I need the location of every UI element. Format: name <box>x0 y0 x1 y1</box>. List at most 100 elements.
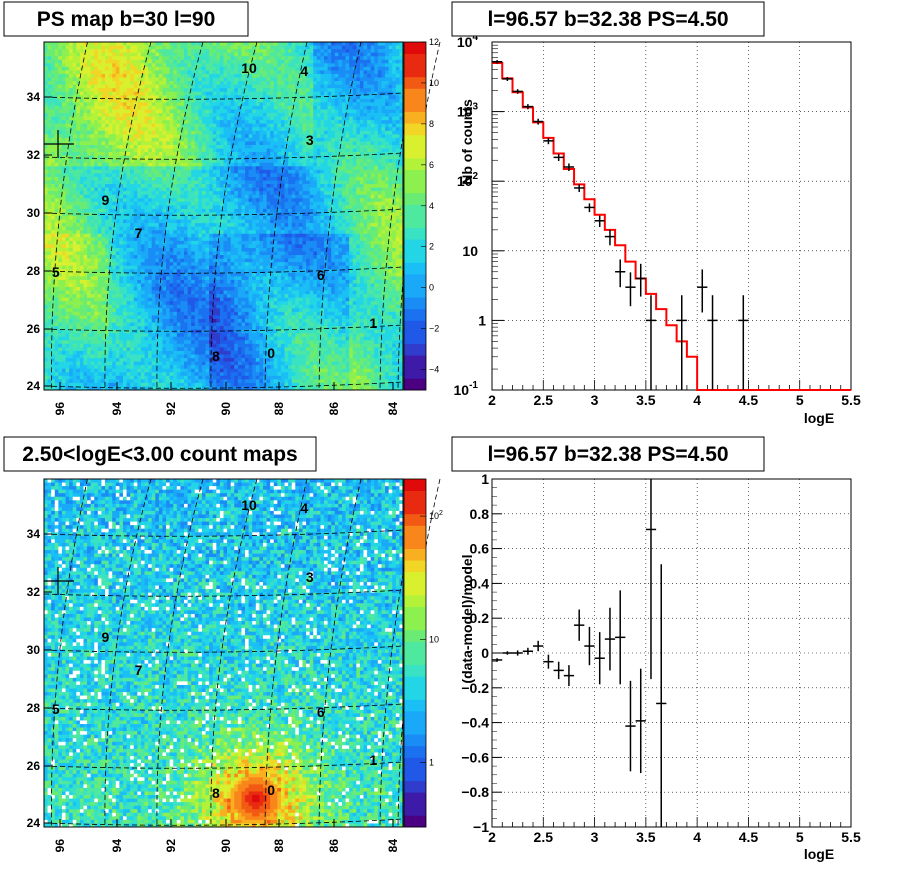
map-cell <box>73 127 77 131</box>
map-cell <box>62 99 66 103</box>
map-cell <box>94 369 98 373</box>
map-cell <box>51 195 55 199</box>
map-cell <box>69 252 73 256</box>
map-cell <box>87 202 91 206</box>
map-cell <box>98 109 102 113</box>
map-cell <box>69 113 73 117</box>
map-cell <box>105 273 109 277</box>
map-cell <box>101 138 105 142</box>
map-cell <box>105 99 109 103</box>
map-cell <box>112 106 116 110</box>
map-cell <box>80 88 84 92</box>
map-cell <box>48 248 52 252</box>
map-cell <box>62 149 66 153</box>
map-cell <box>94 74 98 78</box>
map-cell <box>94 56 98 60</box>
map-cell <box>58 241 62 245</box>
map-cell <box>101 308 105 312</box>
map-cell <box>116 117 120 121</box>
map-cell <box>91 120 95 124</box>
map-cell <box>112 81 116 85</box>
map-cell <box>101 141 105 145</box>
map-cell <box>98 173 102 177</box>
map-cell <box>80 120 84 124</box>
map-cell <box>73 287 77 291</box>
map-cell <box>69 237 73 241</box>
map-cell <box>80 227 84 231</box>
map-cell <box>44 124 48 128</box>
map-cell <box>55 283 59 287</box>
map-cell <box>116 88 120 92</box>
map-cell <box>76 198 80 202</box>
map-cell <box>69 117 73 121</box>
map-cell <box>87 241 91 245</box>
map-cell <box>73 220 77 224</box>
map-cell <box>51 131 55 135</box>
map-cell <box>105 152 109 156</box>
map-cell <box>44 88 48 92</box>
map-cell <box>58 354 62 358</box>
map-cell <box>55 301 59 305</box>
map-cell <box>116 109 120 113</box>
map-cell <box>58 138 62 142</box>
map-cell <box>80 81 84 85</box>
map-cell <box>101 113 105 117</box>
map-cell <box>62 138 66 142</box>
map-cell <box>105 120 109 124</box>
map-cell <box>80 117 84 121</box>
map-cell <box>109 340 113 344</box>
map-cell <box>87 46 91 50</box>
map-cell <box>87 149 91 153</box>
map-cell <box>91 184 95 188</box>
map-cell <box>55 369 59 373</box>
map-cell <box>55 191 59 195</box>
map-cell <box>87 266 91 270</box>
map-cell <box>112 163 116 167</box>
map-cell <box>44 131 48 135</box>
map-cell <box>101 106 105 110</box>
map-cell <box>112 280 116 284</box>
map-cell <box>94 102 98 106</box>
map-cell <box>51 117 55 121</box>
map-cell <box>73 248 77 252</box>
map-cell <box>73 337 77 341</box>
map-cell <box>66 252 70 256</box>
map-cell <box>62 117 66 121</box>
map-cell <box>87 120 91 124</box>
map-cell <box>73 216 77 220</box>
map-cell <box>91 230 95 234</box>
map-cell <box>69 283 73 287</box>
map-cell <box>83 259 87 263</box>
map-cell <box>91 358 95 362</box>
map-cell <box>62 67 66 71</box>
map-cell <box>112 273 116 277</box>
map-cell <box>73 301 77 305</box>
map-cell <box>83 166 87 170</box>
map-cell <box>44 166 48 170</box>
map-cell <box>76 276 80 280</box>
map-cell <box>58 145 62 149</box>
map-cell <box>76 170 80 174</box>
map-cell <box>87 315 91 319</box>
map-cell <box>66 184 70 188</box>
map-cell <box>87 85 91 89</box>
map-cell <box>73 74 77 78</box>
map-cell <box>44 184 48 188</box>
map-cell <box>101 177 105 181</box>
map-cell <box>48 369 52 373</box>
map-cell <box>116 92 120 96</box>
map-cell <box>80 379 84 383</box>
map-cell <box>109 223 113 227</box>
map-cell <box>83 184 87 188</box>
map-cell <box>51 166 55 170</box>
map-cell <box>91 124 95 128</box>
map-cell <box>80 124 84 128</box>
map-cell <box>98 319 102 323</box>
map-cell <box>109 159 113 163</box>
map-cell <box>109 70 113 74</box>
map-cell <box>83 70 87 74</box>
map-cell <box>66 85 70 89</box>
map-cell <box>109 294 113 298</box>
map-cell <box>66 195 70 199</box>
map-cell <box>58 49 62 53</box>
